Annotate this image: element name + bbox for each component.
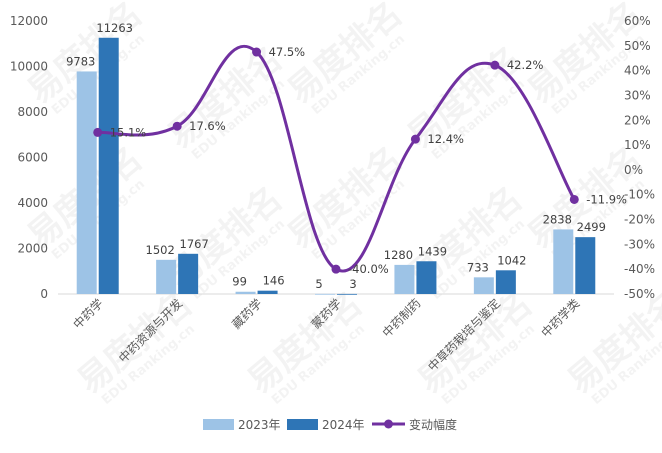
right-axis-tick: -50%: [624, 287, 655, 301]
left-axis: 0 2000 4000 6000 8000 10000 12000: [10, 14, 48, 301]
right-axis: -50% -40% -30% -20% -10% 0% 10% 20% 30% 40% 50% 60%: [624, 14, 655, 301]
bar-2023: [473, 277, 494, 294]
legend-label-2024: 2024年: [322, 418, 365, 432]
bar-2024: [495, 270, 516, 294]
legend-swatch-2023: [203, 419, 234, 430]
bar-2023: [394, 264, 415, 294]
change-value-label: 15.1%: [110, 125, 147, 139]
right-axis-tick: 20%: [624, 113, 651, 127]
right-axis-tick: -10%: [624, 188, 655, 202]
bar-2024: [178, 253, 199, 294]
left-axis-tick: 2000: [17, 242, 48, 256]
change-marker: [410, 134, 420, 144]
bar-2024: [416, 261, 437, 294]
bar-2024: [98, 37, 119, 294]
change-marker: [331, 264, 341, 274]
bar-value-label: 1439: [418, 244, 447, 258]
bar-value-label: 1502: [146, 243, 175, 257]
change-value-label: -11.9%: [586, 192, 627, 206]
bar-value-label: 1280: [384, 248, 413, 262]
bar-value-label: 1767: [180, 237, 209, 251]
bar-value-label: 5: [315, 277, 322, 291]
right-axis-tick: 0%: [624, 163, 643, 177]
left-axis-tick: 4000: [17, 196, 48, 210]
bar-value-label: 1042: [497, 253, 526, 267]
left-axis-tick: 0: [40, 287, 48, 301]
bar-2024: [257, 290, 278, 294]
change-value-label: -40.0%: [348, 262, 389, 276]
bar-value-label: 2838: [543, 212, 572, 226]
change-marker: [490, 60, 500, 70]
change-value-label: 47.5%: [269, 45, 306, 59]
right-axis-tick: 30%: [624, 88, 651, 102]
category-label: 中药学类: [538, 296, 583, 341]
left-axis-tick: 10000: [10, 60, 48, 74]
bar-2023: [553, 229, 574, 294]
watermark-2: 易度排名EDU Ranking.cn: [280, 0, 410, 118]
bar-2023: [156, 259, 177, 294]
bar-value-label: 146: [263, 274, 285, 288]
change-value-label: 42.2%: [507, 58, 544, 72]
change-marker: [93, 127, 103, 137]
legend-label-2023: 2023年: [238, 418, 281, 432]
right-axis-tick: -20%: [624, 213, 655, 227]
bar-2023: [235, 291, 256, 294]
bar-value-label: 9783: [66, 54, 95, 68]
legend-swatch-2024: [287, 419, 318, 430]
right-axis-tick: -40%: [624, 262, 655, 276]
change-value-label: 12.4%: [427, 132, 464, 146]
right-axis-tick: 60%: [624, 14, 651, 28]
bar-value-label: 2499: [577, 220, 606, 234]
change-marker: [252, 47, 262, 57]
right-axis-tick: 40%: [624, 64, 651, 78]
bar-value-label: 99: [232, 275, 247, 289]
left-axis-tick: 6000: [17, 151, 48, 165]
bar-2023: [76, 71, 97, 294]
bar-value-label: 3: [349, 277, 356, 291]
category-label: 藏药学: [229, 296, 265, 332]
legend: 2023年 2024年 变动幅度: [203, 417, 457, 432]
left-axis-tick: 12000: [10, 14, 48, 28]
watermark-12: 易度排名EDU Ranking.cn: [410, 284, 540, 408]
category-label: 中药制药: [379, 296, 424, 341]
category-label: 中药学: [70, 296, 106, 332]
bar-value-label: 11263: [96, 21, 133, 35]
right-axis-tick: -30%: [624, 237, 655, 251]
bar-2023: [315, 293, 335, 295]
change-value-label: 17.6%: [189, 119, 226, 133]
left-axis-tick: 8000: [17, 105, 48, 119]
bar-value-label: 733: [467, 260, 489, 274]
right-axis-tick: 50%: [624, 39, 651, 53]
legend-marker: [384, 419, 393, 429]
bar-series: 9783 1502 99 5 1280 733 2838 11263 1767 146 3 1439 1…: [66, 21, 606, 295]
legend-label-change: 变动幅度: [409, 417, 457, 432]
change-marker: [569, 194, 579, 204]
bar-2024: [337, 293, 357, 295]
change-marker: [172, 121, 182, 131]
bar-2024: [575, 237, 596, 294]
line-series: 15.1% 17.6% 47.5% -40.0% 12.4% 42.2% -11.9%: [93, 44, 627, 276]
right-axis-tick: 10%: [624, 138, 651, 152]
